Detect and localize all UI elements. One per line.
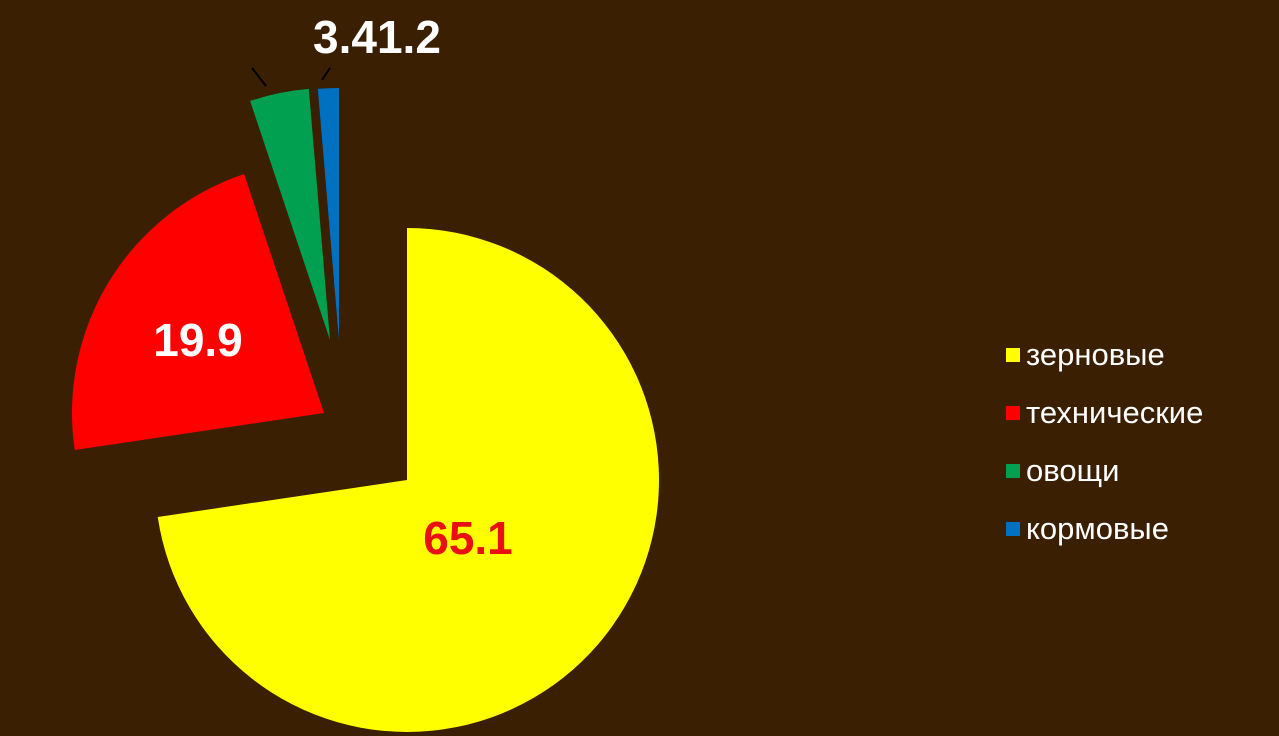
data-label-grain: 65.1 — [423, 512, 513, 564]
data-label-technical: 19.9 — [153, 314, 243, 366]
legend-swatch-vegetables — [1006, 464, 1020, 478]
data-label-vegetables: 3.4 — [313, 11, 377, 63]
data-labels-small-slices: 3.41.2 — [313, 14, 441, 60]
legend-item-vegetables: овощи — [1006, 442, 1203, 500]
data-label-fodder: 1.2 — [376, 11, 441, 63]
pie-slice-technical — [72, 173, 324, 450]
legend-item-fodder: кормовые — [1006, 500, 1203, 558]
legend-label-grain: зерновые — [1026, 337, 1165, 372]
legend-item-grain: зерновые — [1006, 326, 1203, 384]
leader-line-fodder — [321, 67, 331, 81]
legend-label-fodder: кормовые — [1026, 511, 1169, 546]
legend-swatch-fodder — [1006, 522, 1020, 536]
legend: зерновые технические овощи кормовые — [1006, 326, 1203, 558]
legend-swatch-technical — [1006, 406, 1020, 420]
legend-item-technical: технические — [1006, 384, 1203, 442]
legend-swatch-grain — [1006, 348, 1020, 362]
leader-line-vegetables — [251, 67, 267, 87]
pie-slice-fodder — [317, 88, 339, 340]
pie-slice-vegetables — [250, 88, 330, 341]
legend-label-vegetables: овощи — [1026, 453, 1120, 488]
legend-label-technical: технические — [1026, 395, 1204, 430]
pie-slice-grain — [157, 228, 660, 732]
